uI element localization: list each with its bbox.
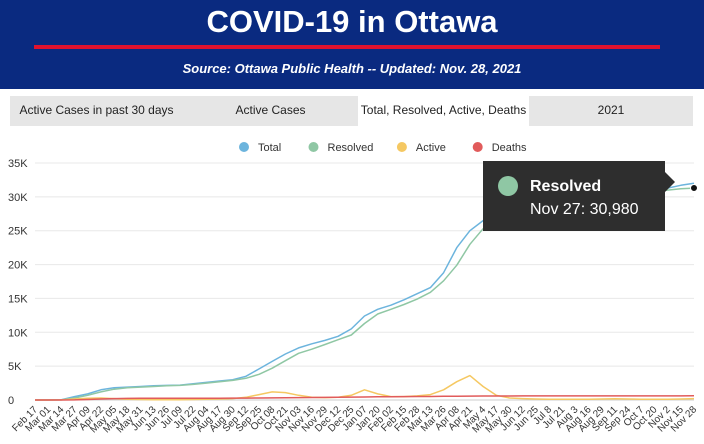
page-title: COVID-19 in Ottawa	[206, 4, 498, 39]
legend-label-resolved: Resolved	[328, 142, 374, 154]
y-tick-label: 20K	[8, 260, 28, 272]
source-line: Source: Ottawa Public Health -- Updated:…	[182, 61, 522, 76]
tab-2021[interactable]: 2021	[597, 103, 625, 117]
tooltip-box	[483, 161, 675, 231]
tooltip-value: Nov 27: 30,980	[530, 201, 639, 218]
hover-point	[690, 184, 698, 193]
series-line-active	[35, 374, 695, 401]
tab-active-cases-30-days[interactable]: Active Cases in past 30 days	[19, 103, 174, 117]
grid-lines	[35, 162, 694, 401]
tab-total-resolved-active-deaths[interactable]: Total, Resolved, Active, Deaths	[358, 96, 529, 126]
y-tick-label: 5K	[8, 361, 22, 373]
y-tick-label: 0	[8, 395, 14, 407]
tab-bar: Active Cases in past 30 days Active Case…	[10, 96, 693, 126]
series-line-deaths	[35, 395, 695, 401]
legend-label-deaths: Deaths	[492, 142, 527, 154]
title-underline	[34, 45, 660, 49]
legend-swatch-active	[396, 142, 407, 152]
y-tick-label: 25K	[8, 226, 28, 238]
y-tick-label: 15K	[8, 293, 28, 305]
legend-swatch-resolved	[308, 142, 319, 152]
legend-label-active: Active	[416, 142, 446, 154]
y-tick-label: 35K	[8, 158, 28, 170]
tooltip-series-name: Resolved	[530, 178, 601, 195]
legend: Total Resolved Active Deaths	[239, 142, 527, 154]
legend-swatch-total	[239, 142, 249, 152]
tab-active-cases[interactable]: Active Cases	[235, 103, 306, 117]
y-tick-label: 10K	[8, 327, 28, 339]
y-tick-label: 30K	[8, 192, 28, 204]
y-axis-ticks: 0 5K 10K 15K 20K 25K 30K 35K	[8, 158, 28, 407]
tooltip: Resolved Nov 27: 30,980	[483, 161, 675, 231]
tooltip-series-dot	[498, 176, 518, 196]
legend-label-total: Total	[258, 142, 281, 154]
page-header: COVID-19 in Ottawa Source: Ottawa Public…	[0, 0, 704, 89]
legend-swatch-deaths	[472, 142, 483, 152]
